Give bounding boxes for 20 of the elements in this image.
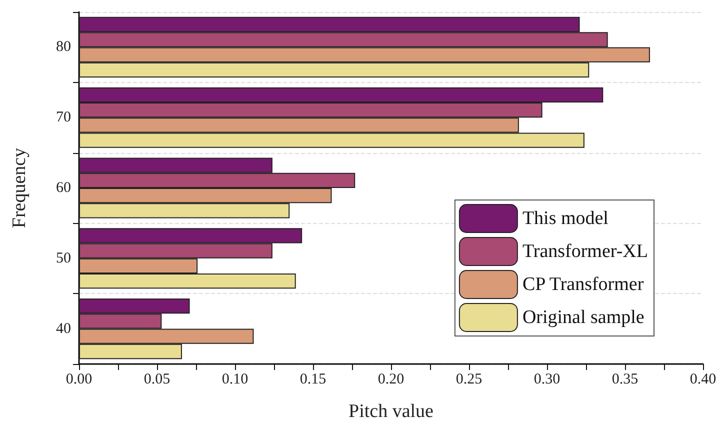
legend-label: Original sample [522,307,644,328]
x-tick-label: 0.25 [456,372,482,388]
y-tick-label: 60 [56,180,71,196]
x-tick-label: 0.05 [144,372,170,388]
x-tick-label: 0.30 [534,372,560,388]
y-tick-label: 50 [56,250,71,266]
y-tick-label: 40 [56,320,71,337]
legend-label: CP Transformer [522,274,644,295]
x-tick-label: 0.40 [690,372,716,388]
x-tick-label: 0.35 [612,372,638,388]
legend-label: This model [522,208,608,229]
y-axis-title: Frequency [9,147,30,228]
x-tick-label: 0.15 [300,372,326,388]
y-tick-label: 70 [56,110,71,126]
x-tick-label: 0.00 [66,372,92,388]
x-axis-title: Pitch value [348,401,434,422]
y-tick-label: 80 [56,39,71,56]
x-tick-label: 0.10 [222,372,248,388]
legend-label: Transformer-XL [522,241,648,262]
x-tick-label: 0.20 [378,372,404,388]
